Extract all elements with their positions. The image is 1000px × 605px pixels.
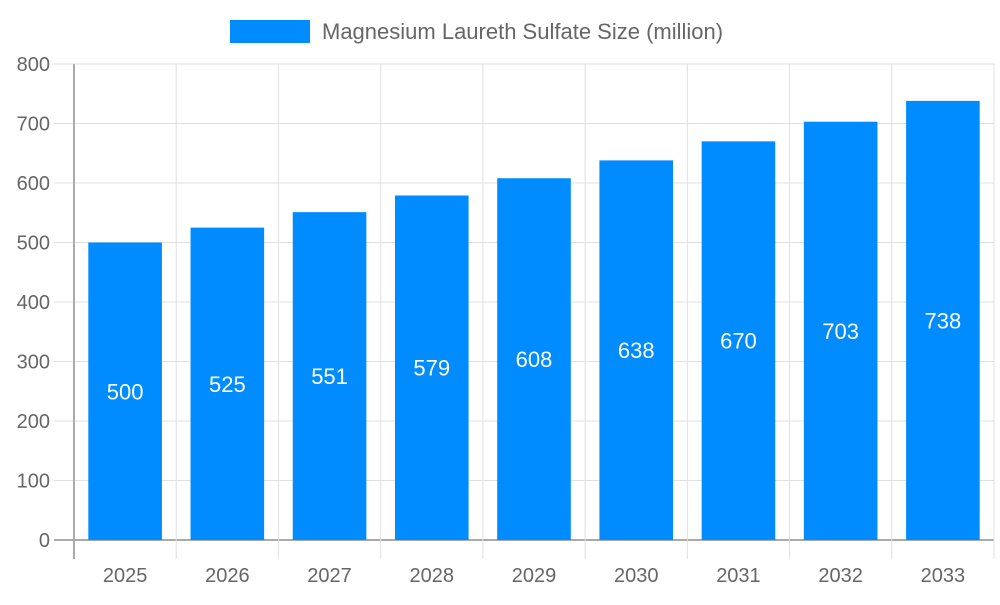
x-tick-label: 2033 <box>921 565 966 587</box>
data-label: 608 <box>516 347 553 372</box>
x-tick-label: 2031 <box>716 565 761 587</box>
bar <box>88 242 162 540</box>
data-label: 579 <box>413 356 450 381</box>
data-label: 670 <box>720 329 757 354</box>
y-tick-label: 600 <box>17 173 50 195</box>
y-tick-label: 500 <box>17 233 50 255</box>
bar <box>292 212 367 540</box>
y-tick-label: 100 <box>17 471 50 493</box>
x-tick-label: 2027 <box>307 565 352 587</box>
data-label: 500 <box>107 379 144 404</box>
y-tick-label: 200 <box>17 411 50 433</box>
legend-swatch <box>230 20 310 43</box>
data-label: 738 <box>925 308 962 333</box>
y-tick-label: 300 <box>17 352 50 374</box>
x-tick-label: 2029 <box>512 565 557 587</box>
legend-label: Magnesium Laureth Sulfate Size (million) <box>322 19 723 44</box>
data-label: 525 <box>209 372 246 397</box>
data-label: 703 <box>822 319 859 344</box>
bar <box>803 121 878 540</box>
y-tick-label: 700 <box>17 114 50 136</box>
y-tick-label: 400 <box>17 292 50 314</box>
x-tick-label: 2028 <box>410 565 455 587</box>
bar <box>394 195 469 540</box>
bar <box>599 160 674 540</box>
bar <box>906 100 980 540</box>
y-tick-label: 0 <box>39 530 50 552</box>
x-tick-label: 2026 <box>205 565 250 587</box>
data-label: 638 <box>618 338 655 363</box>
x-tick-label: 2032 <box>818 565 863 587</box>
bar <box>190 227 265 540</box>
x-tick-label: 2025 <box>103 565 148 587</box>
y-tick-label: 800 <box>17 54 50 76</box>
bar <box>497 178 571 541</box>
x-tick-label: 2030 <box>614 565 659 587</box>
bar <box>701 141 776 540</box>
data-label: 551 <box>311 364 348 389</box>
